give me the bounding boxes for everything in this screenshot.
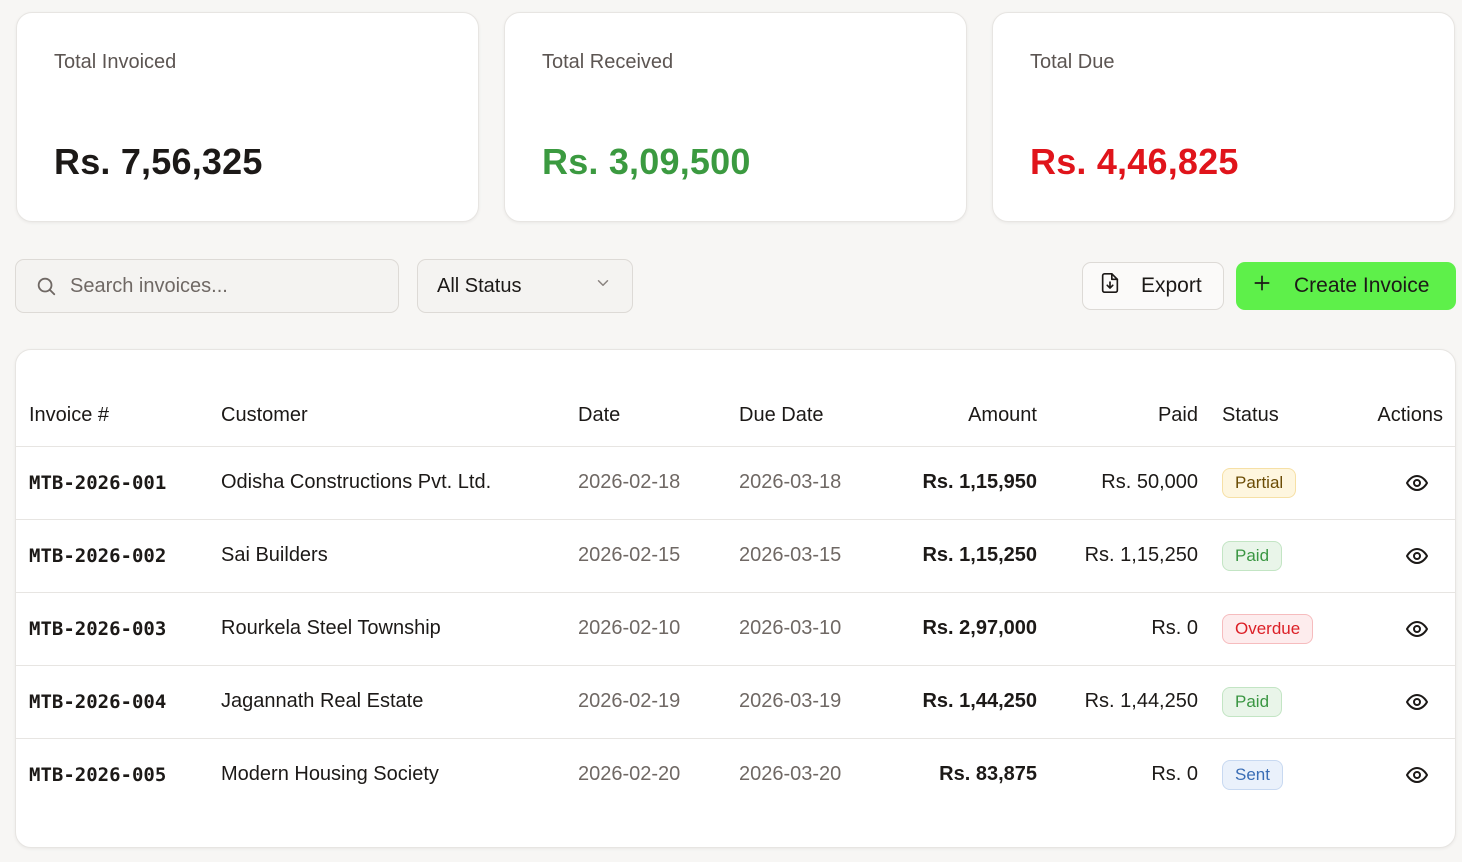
invoice-number[interactable]: MTB-2026-003 [29,618,167,640]
create-invoice-label: Create Invoice [1294,274,1430,297]
eye-icon [1405,763,1429,787]
amount: Rs. 1,44,250 [922,690,1037,712]
paid-amount: Rs. 1,44,250 [1084,690,1198,712]
due-date: 2026-03-19 [739,690,842,712]
invoice-number[interactable]: MTB-2026-004 [29,691,167,713]
customer-name: Sai Builders [221,544,328,566]
status-badge: Sent [1222,760,1283,790]
total-invoiced-label: Total Invoiced [54,51,177,73]
header-paid[interactable]: Paid [1157,404,1198,426]
status-cell: Partial [1222,468,1297,498]
search-input[interactable] [70,274,370,298]
total-received-card: Total Received Rs. 3,09,500 [504,12,967,222]
due-date: 2026-03-18 [739,471,842,493]
export-button[interactable]: Export [1082,262,1224,310]
invoice-date: 2026-02-20 [578,763,681,785]
status-cell: Paid [1222,541,1283,571]
status-cell: Sent [1222,760,1283,790]
eye-icon [1405,690,1429,714]
search-icon [34,274,58,298]
invoice-number[interactable]: MTB-2026-005 [29,764,167,786]
status-filter-select[interactable]: All Status [417,259,633,313]
invoices-table: Invoice # Customer Date Due Date Amount … [15,349,1456,848]
amount: Rs. 2,97,000 [922,617,1037,639]
header-status[interactable]: Status [1222,404,1279,426]
customer-name: Jagannath Real Estate [221,690,424,712]
invoice-date: 2026-02-19 [578,690,681,712]
total-due-value: Rs. 4,46,825 [1030,141,1239,182]
status-badge: Overdue [1222,614,1314,644]
total-invoiced-card: Total Invoiced Rs. 7,56,325 [16,12,479,222]
view-invoice-button[interactable] [1404,762,1430,788]
header-amount[interactable]: Amount [968,404,1037,426]
customer-name: Rourkela Steel Township [221,617,441,639]
total-due-card: Total Due Rs. 4,46,825 [992,12,1455,222]
chevron-down-icon [594,274,612,298]
eye-icon [1405,617,1429,641]
file-download-icon [1099,271,1121,301]
paid-amount: Rs. 50,000 [1101,471,1198,493]
header-due-date[interactable]: Due Date [739,404,824,426]
view-invoice-button[interactable] [1404,689,1430,715]
customer-name: Modern Housing Society [221,763,439,785]
due-date: 2026-03-10 [739,617,842,639]
table-row[interactable]: MTB-2026-005 Modern Housing Society 2026-0… [16,739,1455,812]
eye-icon [1405,544,1429,568]
header-customer[interactable]: Customer [221,404,308,426]
invoice-date: 2026-02-18 [578,471,681,493]
due-date: 2026-03-20 [739,763,842,785]
table-row[interactable]: MTB-2026-003 Rourkela Steel Township 2026-… [16,593,1455,666]
table-row[interactable]: MTB-2026-002 Sai Builders 2026-02-15 2026-0… [16,520,1455,593]
view-invoice-button[interactable] [1404,543,1430,569]
due-date: 2026-03-15 [739,544,842,566]
table-header: Invoice # Customer Date Due Date Amount … [16,390,1455,447]
invoice-date: 2026-02-15 [578,544,681,566]
invoice-number[interactable]: MTB-2026-001 [29,472,167,494]
header-invoice[interactable]: Invoice # [29,404,110,426]
paid-amount: Rs. 0 [1151,617,1198,639]
export-label: Export [1141,274,1202,297]
table-row[interactable]: MTB-2026-004 Jagannath Real Estate 2026-02… [16,666,1455,739]
paid-amount: Rs. 0 [1151,763,1198,785]
invoice-number[interactable]: MTB-2026-002 [29,545,167,567]
invoice-date: 2026-02-10 [578,617,681,639]
status-filter-value: All Status [437,274,522,297]
total-received-label: Total Received [542,51,674,73]
plus-icon [1252,273,1272,299]
total-invoiced-value: Rs. 7,56,325 [54,141,263,182]
customer-name: Odisha Constructions Pvt. Ltd. [221,471,492,493]
view-invoice-button[interactable] [1404,470,1430,496]
total-received-value: Rs. 3,09,500 [542,141,751,182]
header-actions: Actions [1377,404,1443,426]
create-invoice-button[interactable]: Create Invoice [1236,262,1456,310]
amount: Rs. 83,875 [939,763,1037,785]
amount: Rs. 1,15,950 [922,471,1037,493]
status-badge: Partial [1222,468,1297,498]
eye-icon [1405,471,1429,495]
view-invoice-button[interactable] [1404,616,1430,642]
status-cell: Overdue [1222,614,1314,644]
table-row[interactable]: MTB-2026-001 Odisha Constructions Pvt. Lt… [16,447,1455,520]
status-badge: Paid [1222,687,1283,717]
amount: Rs. 1,15,250 [922,544,1037,566]
paid-amount: Rs. 1,15,250 [1084,544,1198,566]
total-due-label: Total Due [1030,51,1115,73]
status-cell: Paid [1222,687,1283,717]
status-badge: Paid [1222,541,1283,571]
header-date[interactable]: Date [578,404,621,426]
search-box[interactable] [15,259,399,313]
